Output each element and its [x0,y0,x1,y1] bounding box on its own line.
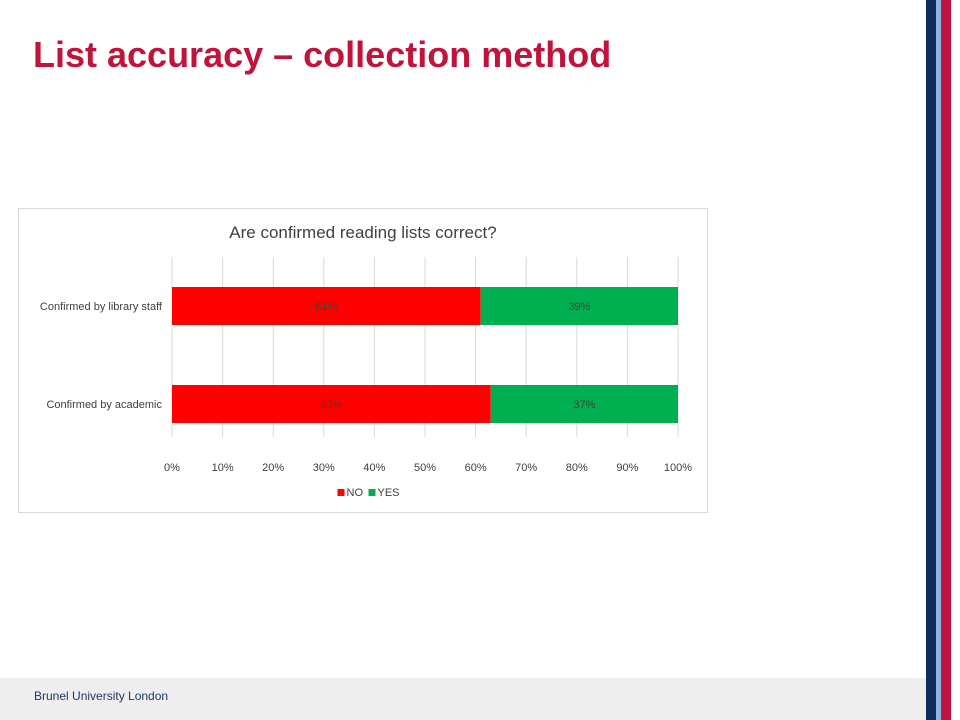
bar-chart: Are confirmed reading lists correct? 0% 1… [40,223,692,499]
legend-label-yes: YES [378,487,400,499]
x-tick-label: 100% [664,462,692,474]
side-stripe-lightblue [936,0,941,720]
legend-swatch-yes [368,489,376,496]
bar-no [172,287,481,325]
data-label: 63% [320,399,342,411]
category-label: Confirmed by library staff [40,301,163,313]
bar-yes [490,385,678,423]
chart-container: Are confirmed reading lists correct? 0% 1… [18,208,708,513]
x-tick-label: 30% [313,462,335,474]
chart-title: Are confirmed reading lists correct? [229,223,496,242]
x-tick-label: 90% [616,462,638,474]
bar-yes [480,287,678,325]
x-tick-label: 70% [515,462,537,474]
side-stripe-white [951,0,960,720]
legend-swatch-no [337,489,345,496]
x-tick-label: 10% [212,462,234,474]
footer-bar [0,678,926,720]
footer-text: Brunel University London [34,689,169,703]
bar-no [172,385,491,423]
x-tick-label: 80% [566,462,588,474]
side-stripe-navy [926,0,936,720]
data-label: 39% [568,301,590,313]
category-label: Confirmed by academic [46,399,162,411]
side-stripe-red [941,0,951,720]
x-tick-label: 0% [164,462,180,474]
x-tick-label: 50% [414,462,436,474]
data-label: 61% [315,301,337,313]
x-tick-label: 60% [465,462,487,474]
x-tick-label: 40% [363,462,385,474]
data-label: 37% [573,399,595,411]
slide-title: List accuracy – collection method [33,34,612,75]
legend-label-no: NO [347,487,364,499]
x-tick-label: 20% [262,462,284,474]
